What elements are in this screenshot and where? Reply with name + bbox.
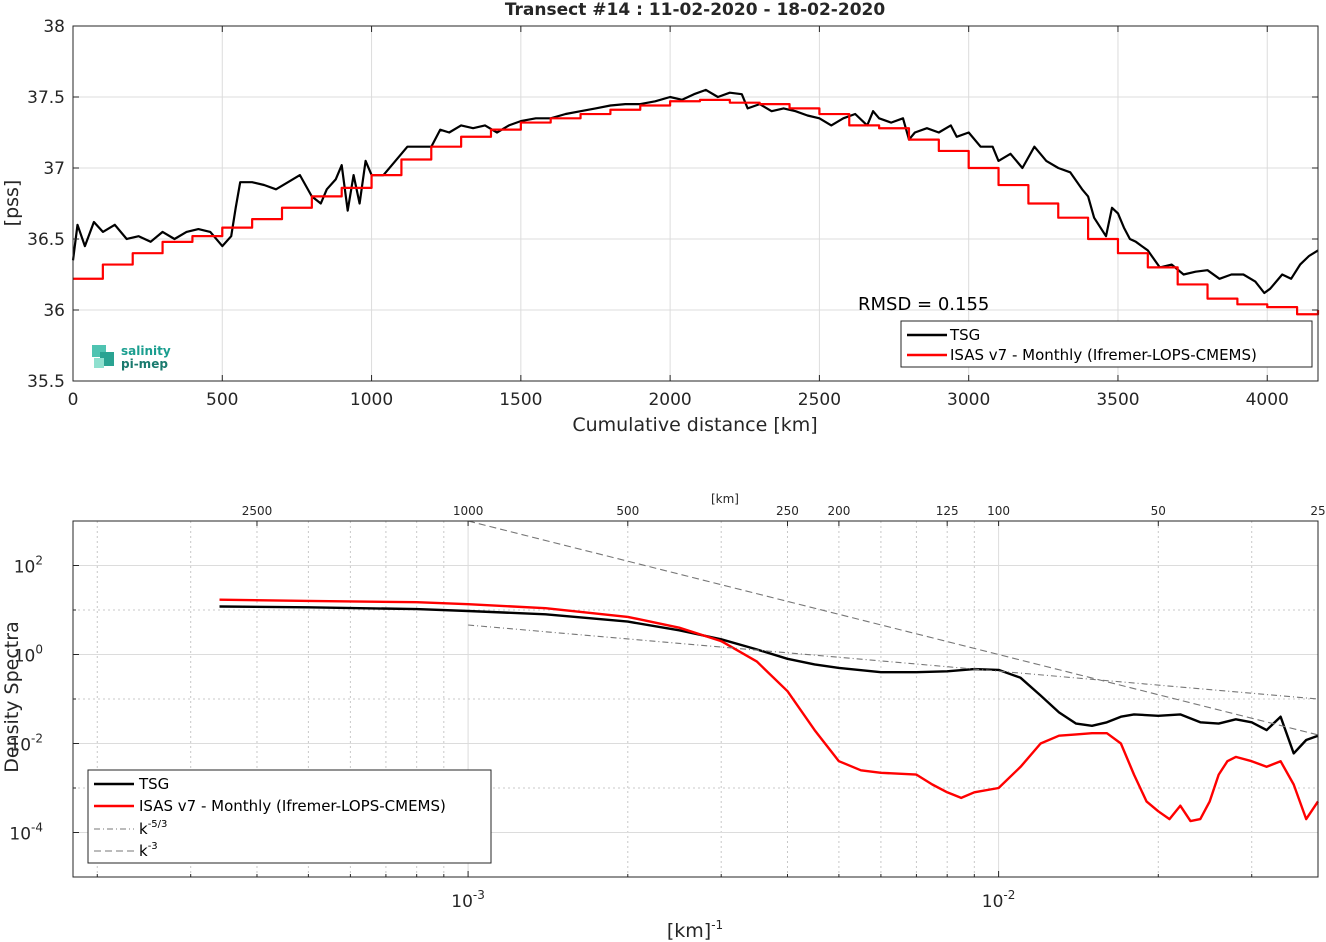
bottom-x-axis-label-main: [km]: [667, 920, 711, 942]
bottom-legend-label-k53-base: k: [139, 820, 148, 838]
rmsd-annotation: RMSD = 0.155: [858, 294, 989, 315]
top-ticks: 0 500 1000 1500 2000 2500 3000 3500 4000 35.5 36 36…: [27, 17, 1318, 410]
top-axes-box: [72, 25, 1319, 382]
bottom-y-tick-exp: 0: [35, 643, 43, 657]
bottom-top-tick-label: 2500: [242, 504, 273, 518]
bottom-legend-label-tsg: TSG: [138, 775, 169, 793]
bottom-x-tick-label: 10-2: [982, 888, 1016, 912]
top-legend-label-tsg: TSG: [949, 326, 980, 344]
bottom-x-tick-exp: -2: [1003, 888, 1015, 902]
bottom-x-axis-label-sup: -1: [711, 918, 723, 932]
bottom-top-tick-label: 125: [936, 504, 959, 518]
bottom-y-tick-exp: -4: [31, 821, 43, 835]
bottom-legend-label-isas: ISAS v7 - Monthly (Ifremer-LOPS-CMEMS): [139, 797, 446, 815]
bottom-top-axis-label: [km]: [711, 492, 739, 506]
bottom-top-tick-label: 200: [827, 504, 850, 518]
top-x-tick-label: 500: [206, 390, 238, 410]
top-legend-box: [900, 320, 1313, 368]
top-series-line-tsg: [71, 88, 1319, 295]
top-x-tick-label: 0: [68, 390, 79, 410]
logo-text-line2: pi-mep: [121, 357, 168, 371]
bottom-top-tick-label: 250: [776, 504, 799, 518]
top-chart-title: Transect #14 : 11-02-2020 - 18-02-2020: [505, 0, 886, 20]
bottom-x-tick-exp: -3: [473, 888, 485, 902]
logo-text-line1: salinity: [121, 344, 171, 358]
top-x-tick-label: 3000: [947, 390, 990, 410]
top-y-axis-label: [pss]: [1, 180, 23, 227]
top-series: [71, 88, 1320, 316]
bottom-top-tick-label: 100: [987, 504, 1010, 518]
bottom-series: [219, 520, 1319, 823]
bottom-x-tick-label: 10-3: [451, 888, 485, 912]
bottom-legend-label-k53: k-5/3: [139, 819, 167, 838]
top-x-tick-label: 1500: [499, 390, 542, 410]
bottom-x-axis-label: [km]-1: [667, 918, 723, 942]
top-legend-label-isas: ISAS v7 - Monthly (Ifremer-LOPS-CMEMS): [950, 346, 1257, 364]
bottom-top-tick-label: 25: [1310, 504, 1325, 518]
bottom-y-tick-exp: -2: [31, 732, 43, 746]
top-x-tick-label: 2000: [648, 390, 691, 410]
top-y-tick-label: 37.5: [27, 88, 65, 108]
bottom-x-tick-base: 10: [451, 892, 473, 912]
top-x-axis-label: Cumulative distance [km]: [572, 414, 817, 436]
bottom-series-line-k3: [467, 520, 1319, 736]
bottom-y-tick-label: 102: [14, 554, 43, 578]
bottom-y-tick-base: 10: [14, 647, 36, 667]
bottom-legend-box: [87, 769, 492, 864]
bottom-y-tick-label: 100: [14, 643, 43, 667]
top-y-tick-label: 38: [43, 17, 65, 37]
bottom-legend-label-k3-base: k: [139, 842, 148, 860]
bottom-legend-label-k3: k-3: [139, 841, 158, 860]
bottom-legend-label-k3-sup: -3: [148, 841, 158, 852]
top-x-tick-label: 3500: [1096, 390, 1139, 410]
bottom-y-axis-label: Density Spectra: [1, 621, 23, 772]
top-x-tick-label: 1000: [350, 390, 393, 410]
bottom-y-tick-label: 10-2: [9, 732, 43, 756]
top-y-tick-label: 37: [43, 159, 65, 179]
bottom-y-tick-base: 10: [14, 558, 36, 578]
bottom-y-tick-exp: 2: [35, 554, 43, 568]
top-legend: TSG ISAS v7 - Monthly (Ifremer-LOPS-CMEM…: [900, 320, 1313, 368]
bottom-top-tick-label: 50: [1151, 504, 1166, 518]
bottom-legend: TSG ISAS v7 - Monthly (Ifremer-LOPS-CMEM…: [87, 769, 492, 864]
top-x-tick-label: 4000: [1246, 390, 1289, 410]
bottom-x-tick-base: 10: [982, 892, 1004, 912]
top-series-line-isas: [73, 98, 1320, 316]
bottom-top-tick-label: 500: [616, 504, 639, 518]
logo-shape-3: [94, 358, 104, 368]
bottom-y-tick-base: 10: [9, 736, 31, 756]
bottom-top-tick-label: 1000: [453, 504, 484, 518]
salinity-pi-mep-logo: salinity pi-mep: [92, 344, 171, 371]
bottom-y-tick-base: 10: [9, 825, 31, 845]
bottom-legend-label-k53-sup: -5/3: [148, 819, 168, 830]
bottom-series-line-tsg: [219, 605, 1319, 755]
bottom-y-tick-label: 10-4: [9, 821, 43, 845]
top-y-tick-label: 35.5: [27, 372, 65, 392]
top-y-tick-label: 36.5: [27, 230, 65, 250]
bottom-series-line-isas: [219, 598, 1319, 823]
salinity-transect-chart: 0 500 1000 1500 2000 2500 3000 3500 4000 35.5 36 36…: [1, 0, 1320, 436]
top-x-tick-label: 2500: [798, 390, 841, 410]
top-y-tick-label: 36: [43, 301, 65, 321]
